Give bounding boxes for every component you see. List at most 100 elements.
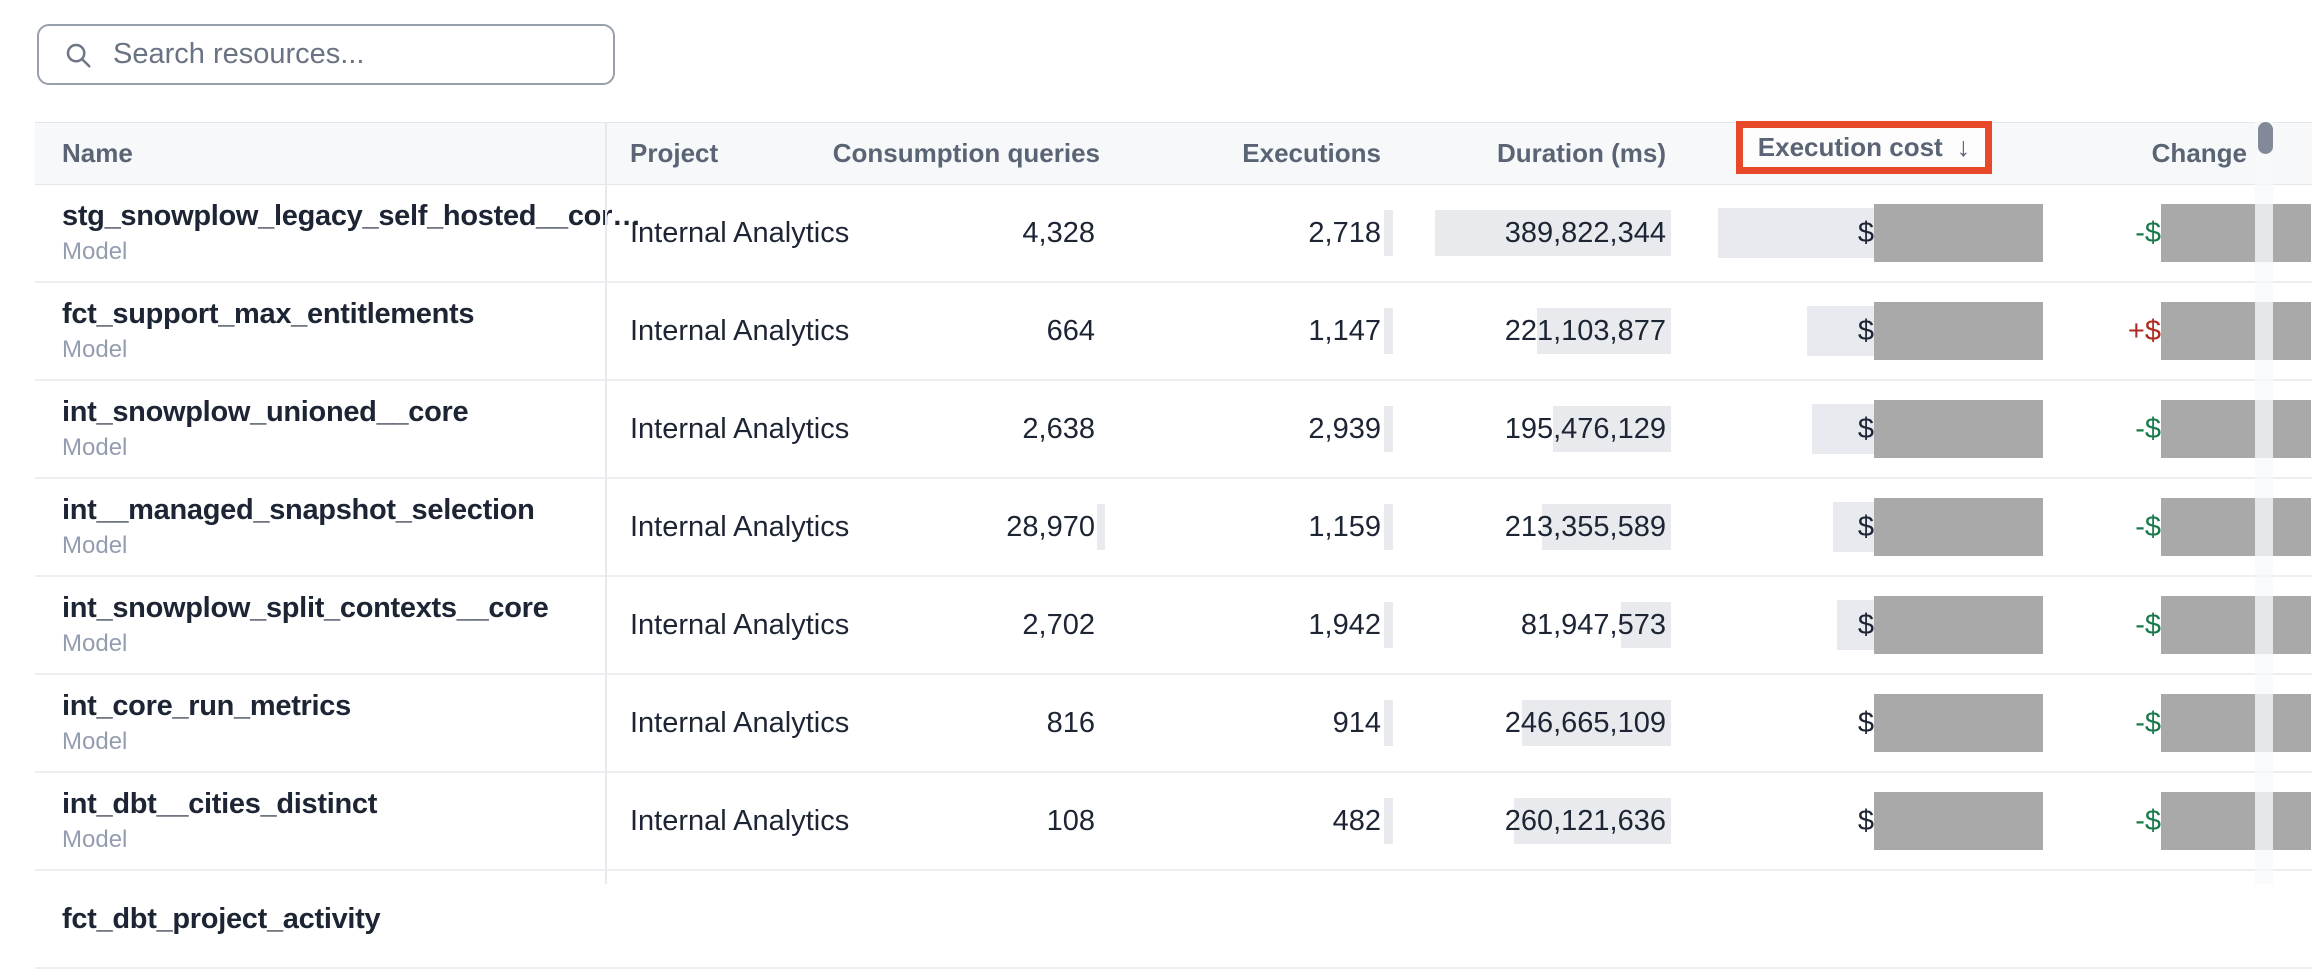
execution-cost-currency-prefix: $ [1857,609,1874,641]
duration-bar [1542,504,1671,550]
change-sign: -$ [2135,217,2161,249]
duration-value: 81,947,573 [1520,609,1666,641]
column-header-executions[interactable]: Executions [1242,138,1381,168]
resource-name[interactable]: int__managed_snapshot_selection [62,494,535,526]
column-divider [605,122,607,884]
execution-cost-bar [1807,306,1874,356]
execution-cost-currency-prefix: $ [1857,511,1874,543]
change-redacted-value [2161,792,2311,850]
execution-cost-redacted-value [1874,400,2043,458]
consumption-queries-value: 664 [1046,315,1095,347]
change-redacted-value [2161,694,2311,752]
consumption-queries-value: 4,328 [1022,217,1095,249]
executions-value: 914 [1332,707,1381,739]
duration-value: 195,476,129 [1504,413,1666,445]
column-header-change[interactable]: Change [2151,138,2247,168]
consumption-queries-value: 2,638 [1022,413,1095,445]
table-row[interactable]: int_snowplow_split_contexts__core Model In… [35,577,2312,675]
resource-type-label: Model [62,728,128,755]
column-header-name[interactable]: Name [62,138,133,168]
executions-bar [1384,406,1393,452]
resource-name-cell: int__managed_snapshot_selection Model [62,479,607,575]
table-header-row: Name Project Consumption queries Executi… [35,121,2312,185]
resource-type-label: Model [62,238,128,265]
duration-bar [1537,308,1671,354]
resource-name-cell: int_snowplow_split_contexts__core Model [62,577,607,673]
resource-name[interactable]: int_snowplow_split_contexts__core [62,592,549,624]
resource-name-cell: stg_snowplow_legacy_self_hosted__cor… Mod… [62,185,641,281]
executions-bar [1384,700,1393,746]
execution-cost-redacted-value [1874,204,2043,262]
resource-name[interactable]: int_core_run_metrics [62,690,351,722]
resource-type-label: Model [62,826,128,853]
search-bar[interactable] [37,24,615,85]
resource-name[interactable]: int_dbt__cities_distinct [62,788,378,820]
executions-value: 2,718 [1308,217,1381,249]
table-row[interactable]: stg_snowplow_legacy_self_hosted__cor… Mod… [35,185,2312,283]
column-header-project[interactable]: Project [630,138,719,168]
execution-cost-bar [1833,502,1874,552]
executions-bar [1384,798,1393,844]
resource-type-label: Model [62,336,128,363]
table-row[interactable]: int_dbt__cities_distinct Model Internal An… [35,773,2312,871]
resource-name[interactable]: fct_dbt_project_activity [62,902,381,935]
executions-value: 1,147 [1308,315,1381,347]
executions-value: 1,159 [1308,511,1381,543]
table-row[interactable]: int__managed_snapshot_selection Model Inte… [35,479,2312,577]
consumption-queries-bar [1097,504,1105,550]
change-redacted-value [2161,400,2311,458]
execution-cost-bar [1812,404,1874,454]
execution-cost-currency-prefix: $ [1857,315,1874,347]
change-sign: -$ [2135,413,2161,445]
execution-cost-redacted-value [1874,694,2043,752]
execution-cost-bar [1837,600,1874,650]
consumption-queries-value: 2,702 [1022,609,1095,641]
resource-name[interactable]: stg_snowplow_legacy_self_hosted__cor… [62,200,641,232]
resource-name-cell: int_snowplow_unioned__core Model [62,381,607,477]
execution-cost-currency-prefix: $ [1857,217,1874,249]
execution-cost-currency-prefix: $ [1857,707,1874,739]
consumption-queries-value: 108 [1046,805,1095,837]
duration-value: 389,822,344 [1504,217,1666,249]
table-row[interactable]: int_snowplow_unioned__core Model Internal … [35,381,2312,479]
project-cell: Internal Analytics [630,805,850,837]
vertical-scrollbar-thumb[interactable] [2258,122,2273,154]
column-header-execution-cost[interactable]: Execution cost [1757,132,1943,162]
executions-value: 2,939 [1308,413,1381,445]
change-sign: -$ [2135,707,2161,739]
execution-cost-currency-prefix: $ [1857,413,1874,445]
execution-cost-redacted-value [1874,302,2043,360]
project-cell: Internal Analytics [630,315,850,347]
resource-name[interactable]: fct_support_max_entitlements [62,298,475,330]
executions-bar [1384,308,1393,354]
change-redacted-value [2161,596,2311,654]
execution-cost-redacted-value [1874,792,2043,850]
project-cell: Internal Analytics [630,413,850,445]
table-body: stg_snowplow_legacy_self_hosted__cor… Mod… [35,185,2312,969]
duration-bar [1435,210,1671,256]
duration-value: 213,355,589 [1504,511,1666,543]
duration-value: 246,665,109 [1504,707,1666,739]
vertical-scrollbar-track[interactable] [2255,122,2273,884]
column-header-consumption-queries[interactable]: Consumption queries [832,138,1100,168]
resources-table: Name Project Consumption queries Executi… [35,121,2312,969]
project-cell: Internal Analytics [630,609,850,641]
execution-cost-currency-prefix: $ [1857,805,1874,837]
consumption-queries-value: 816 [1046,707,1095,739]
resource-name[interactable]: int_snowplow_unioned__core [62,396,469,428]
table-row[interactable]: int_core_run_metrics Model Internal Analyt… [35,675,2312,773]
execution-cost-redacted-value [1874,596,2043,654]
change-redacted-value [2161,204,2311,262]
project-cell: Internal Analytics [630,217,850,249]
consumption-queries-value: 28,970 [1006,511,1095,543]
search-input[interactable] [111,37,613,72]
resource-name-cell: int_dbt__cities_distinct Model [62,773,607,869]
column-header-duration[interactable]: Duration (ms) [1497,138,1666,168]
executions-value: 482 [1332,805,1381,837]
duration-value: 221,103,877 [1504,315,1666,347]
executions-bar [1384,504,1393,550]
table-row[interactable]: fct_dbt_project_activity [35,871,2312,969]
table-row[interactable]: fct_support_max_entitlements Model Interna… [35,283,2312,381]
duration-bar [1514,798,1671,844]
resource-name-cell: fct_dbt_project_activity [62,871,607,967]
